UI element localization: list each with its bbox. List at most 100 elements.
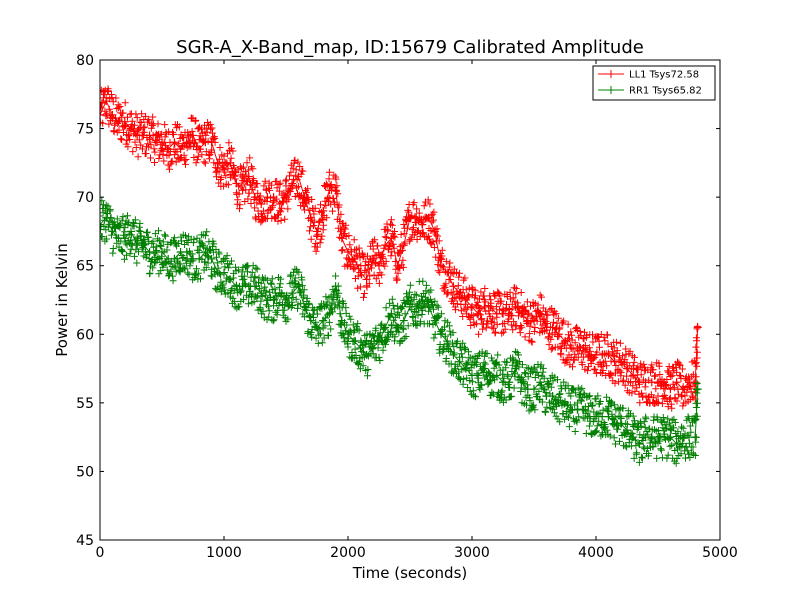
data-point [375, 337, 383, 346]
legend-label-rr1: RR1 Tsys65.82 [629, 86, 702, 97]
data-point [170, 138, 179, 147]
legend-marker-rr1 [607, 86, 615, 94]
data-point [486, 302, 495, 311]
data-point [331, 186, 340, 195]
data-point [530, 316, 538, 325]
data-point [226, 158, 235, 167]
data-point [207, 138, 216, 147]
data-point [288, 289, 297, 298]
data-point [362, 275, 371, 284]
y-tick-label: 60 [76, 327, 94, 343]
data-point [195, 254, 204, 263]
data-point [220, 268, 228, 277]
data-point [201, 248, 210, 256]
series-markers [100, 197, 701, 467]
data-point [213, 158, 222, 167]
data-point [257, 289, 266, 298]
data-point [672, 378, 681, 387]
data-point [443, 337, 452, 346]
data-point [393, 261, 402, 270]
chart-title: SGR-A_X-Band_map, ID:15679 Calibrated Am… [176, 37, 644, 58]
data-point [288, 179, 297, 188]
data-point [375, 261, 383, 270]
data-point [412, 302, 421, 311]
data-point [437, 330, 445, 339]
data-point [300, 302, 309, 311]
data-point [579, 344, 588, 352]
data-point [505, 309, 514, 318]
data-point [226, 275, 235, 284]
data-point [604, 412, 613, 421]
data-point [629, 371, 638, 380]
data-point [306, 316, 315, 325]
data-point [660, 378, 669, 387]
data-point [511, 364, 520, 373]
y-tick-label: 45 [76, 533, 94, 549]
data-point [325, 309, 334, 318]
data-point [548, 323, 557, 332]
data-point [511, 302, 520, 311]
data-point [176, 145, 185, 154]
x-axis-label: Time (seconds) [352, 564, 468, 582]
y-tick-label: 75 [76, 122, 94, 138]
data-point [368, 254, 377, 263]
data-point [443, 268, 452, 277]
data-point [536, 378, 545, 387]
x-tick-label: 5000 [702, 545, 738, 561]
data-point [182, 248, 191, 256]
data-point [579, 405, 588, 414]
data-point [100, 220, 104, 229]
data-point [449, 282, 458, 291]
legend-marker-ll1 [607, 70, 615, 78]
data-point [251, 193, 259, 202]
data-point [100, 110, 104, 119]
data-point [300, 193, 309, 202]
data-point [455, 289, 464, 298]
data-point [269, 193, 278, 202]
data-point [461, 364, 470, 373]
data-point [474, 371, 483, 380]
data-point [381, 241, 390, 250]
y-tick-label: 50 [76, 464, 94, 480]
data-point [505, 378, 514, 387]
data-point [220, 165, 228, 174]
x-tick-label: 2000 [330, 545, 366, 561]
data-point [238, 186, 247, 195]
data-point [350, 337, 359, 346]
data-point [449, 350, 458, 359]
data-point [344, 248, 352, 256]
data-point [616, 357, 625, 366]
data-point [424, 213, 433, 222]
data-point [387, 234, 396, 243]
legend-box [592, 65, 716, 101]
data-point [468, 302, 476, 311]
data-point [102, 213, 111, 222]
data-point [399, 316, 408, 325]
data-point [164, 145, 173, 154]
data-point [548, 392, 557, 400]
data-point [356, 344, 365, 352]
data-point [344, 330, 352, 339]
data-point [275, 200, 284, 208]
data-point [616, 419, 625, 428]
data-point [399, 241, 408, 250]
y-tick-label: 70 [76, 190, 94, 206]
data-point [418, 220, 427, 229]
data-point [120, 117, 129, 126]
data-point [666, 385, 675, 394]
data-point [207, 254, 216, 263]
data-point [393, 323, 402, 332]
x-tick-label: 0 [96, 545, 105, 561]
data-point [102, 97, 111, 106]
data-point [629, 433, 638, 442]
data-point [623, 364, 631, 373]
data-point [430, 316, 439, 325]
data-point [554, 330, 563, 339]
data-point [635, 440, 644, 448]
data-point [437, 261, 445, 270]
data-point [127, 227, 135, 236]
data-point [424, 302, 433, 311]
data-point [362, 350, 371, 359]
plot-frame [99, 59, 721, 541]
data-point [189, 131, 197, 140]
